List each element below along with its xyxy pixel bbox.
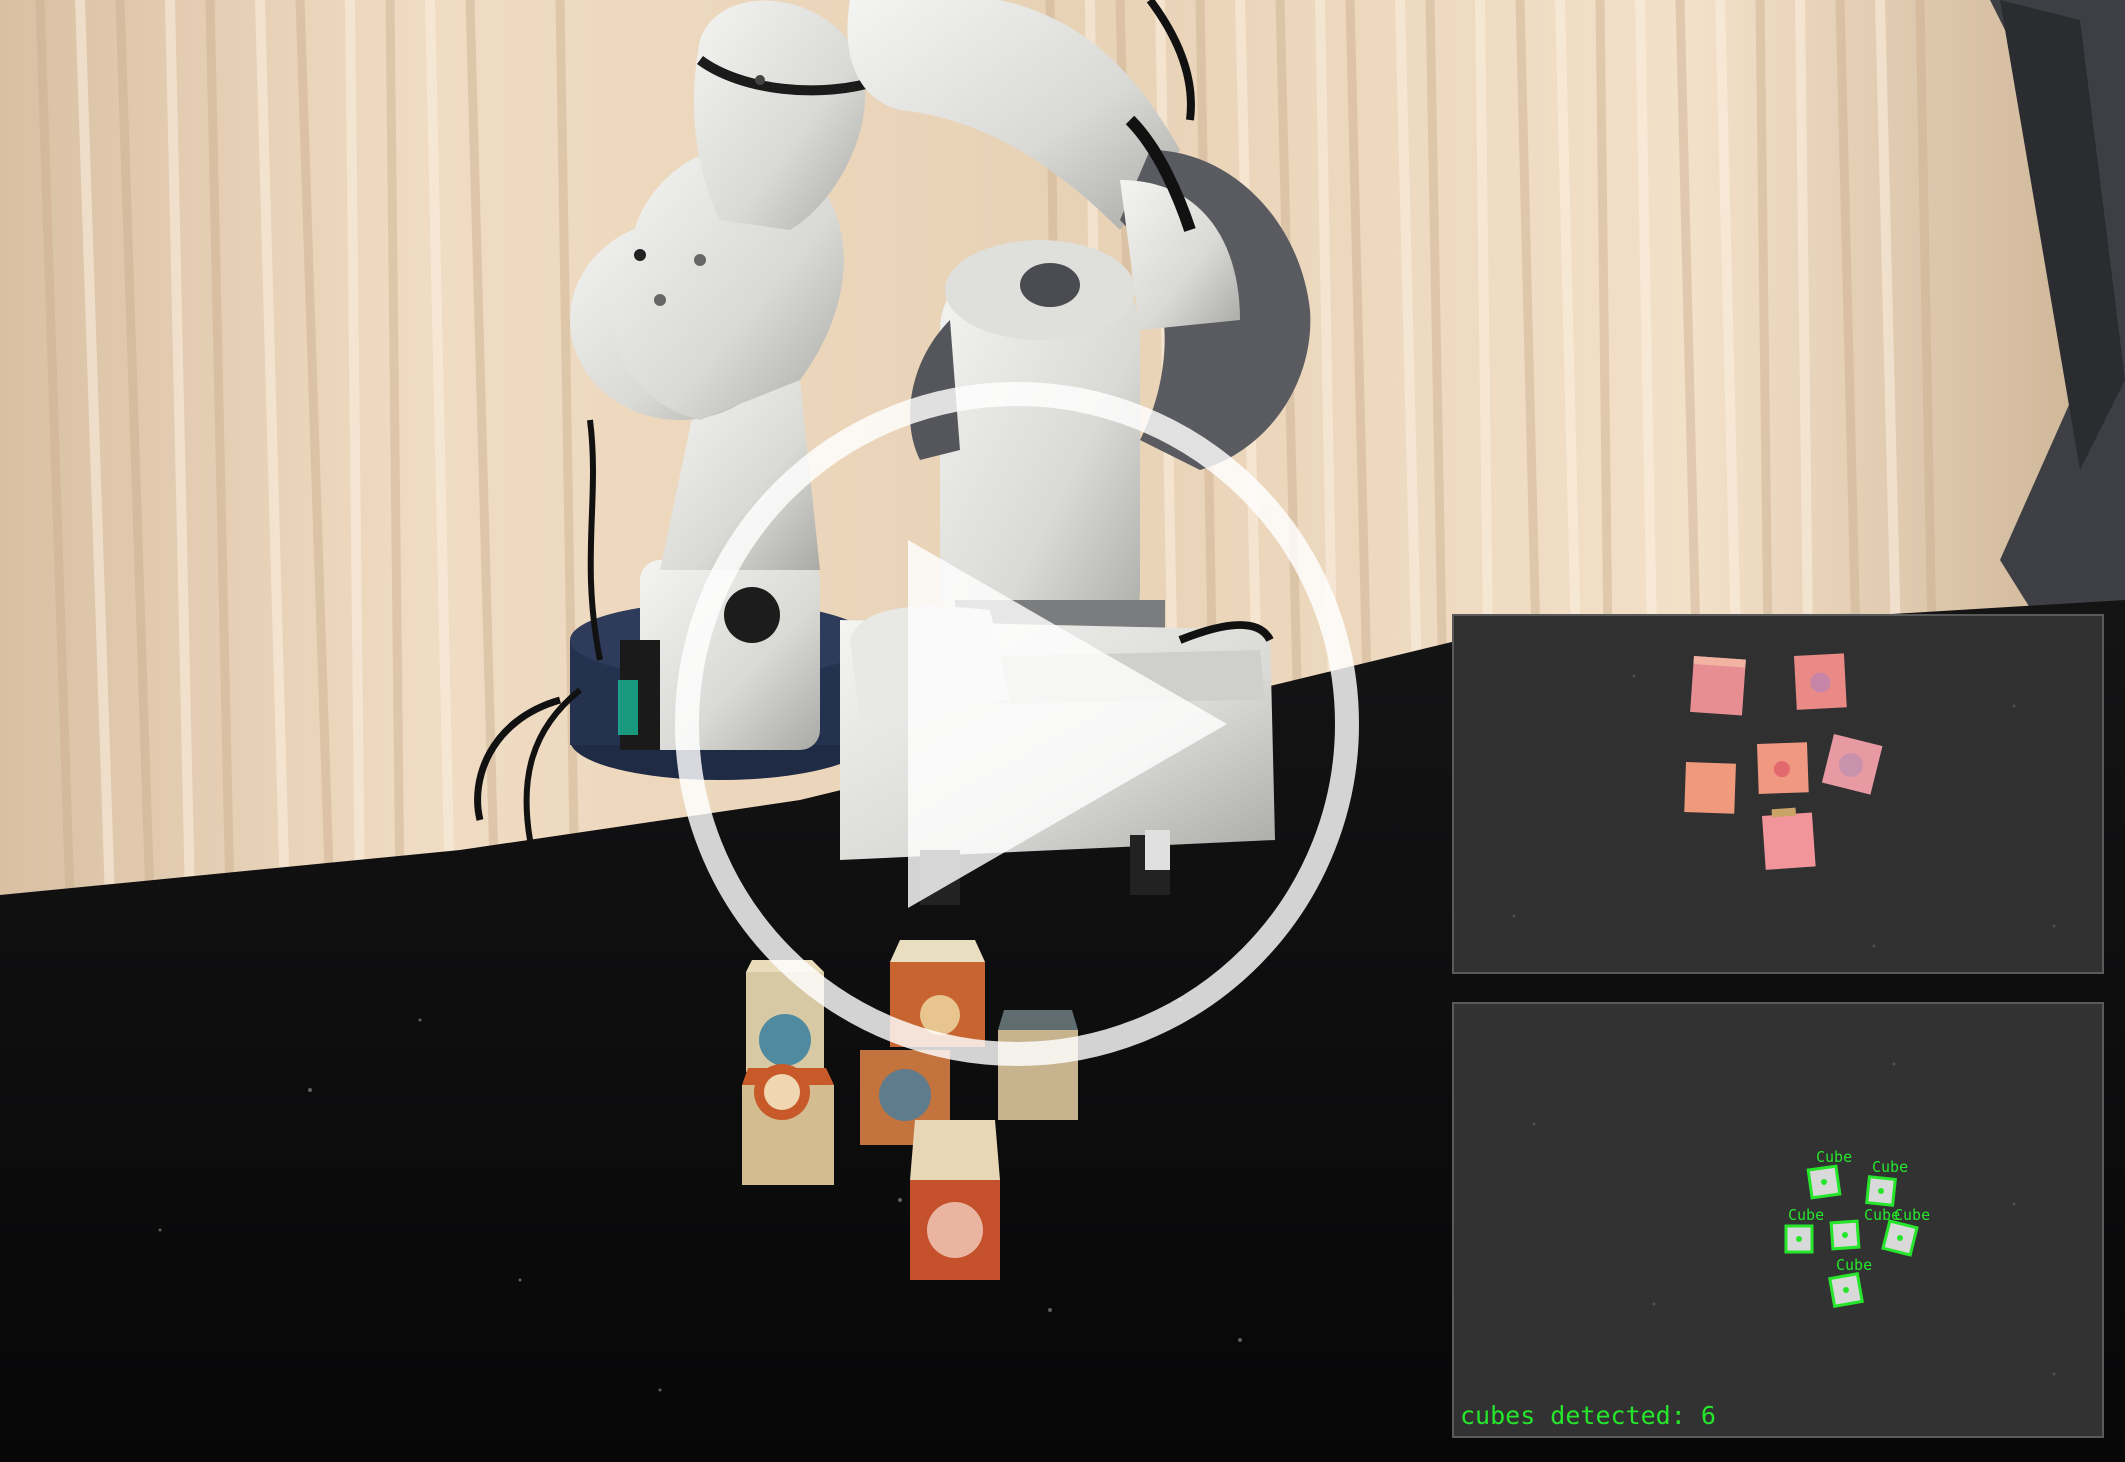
- camera-view-detection: Cube Cube Cube Cube Cube Cube cubes dete…: [1452, 1002, 2104, 1438]
- raw-cube: [1684, 762, 1736, 814]
- detection-tag: Cube: [1816, 1148, 1853, 1166]
- play-overlay-graphic: [675, 382, 1359, 1066]
- robot-base: [474, 419, 870, 841]
- raw-cube: [1762, 807, 1816, 870]
- detection-tag: Cube: [1894, 1206, 1931, 1224]
- raw-cube: [1690, 656, 1746, 716]
- cubes-detected-counter: cubes detected: 6: [1460, 1401, 1716, 1430]
- raw-cube: [1794, 653, 1847, 710]
- detection-tag: Cube: [1788, 1206, 1825, 1224]
- detection-tag: Cube: [1864, 1206, 1901, 1224]
- play-button[interactable]: [670, 377, 1364, 1071]
- camera-view-raw: [1452, 614, 2104, 974]
- detection-tag: Cube: [1836, 1256, 1873, 1274]
- detection-boxes: [1454, 1004, 2102, 1436]
- raw-cube: [1821, 734, 1883, 795]
- raw-cube: [1757, 742, 1809, 794]
- raw-cubes: [1454, 616, 2102, 972]
- detection-tag: Cube: [1872, 1158, 1909, 1176]
